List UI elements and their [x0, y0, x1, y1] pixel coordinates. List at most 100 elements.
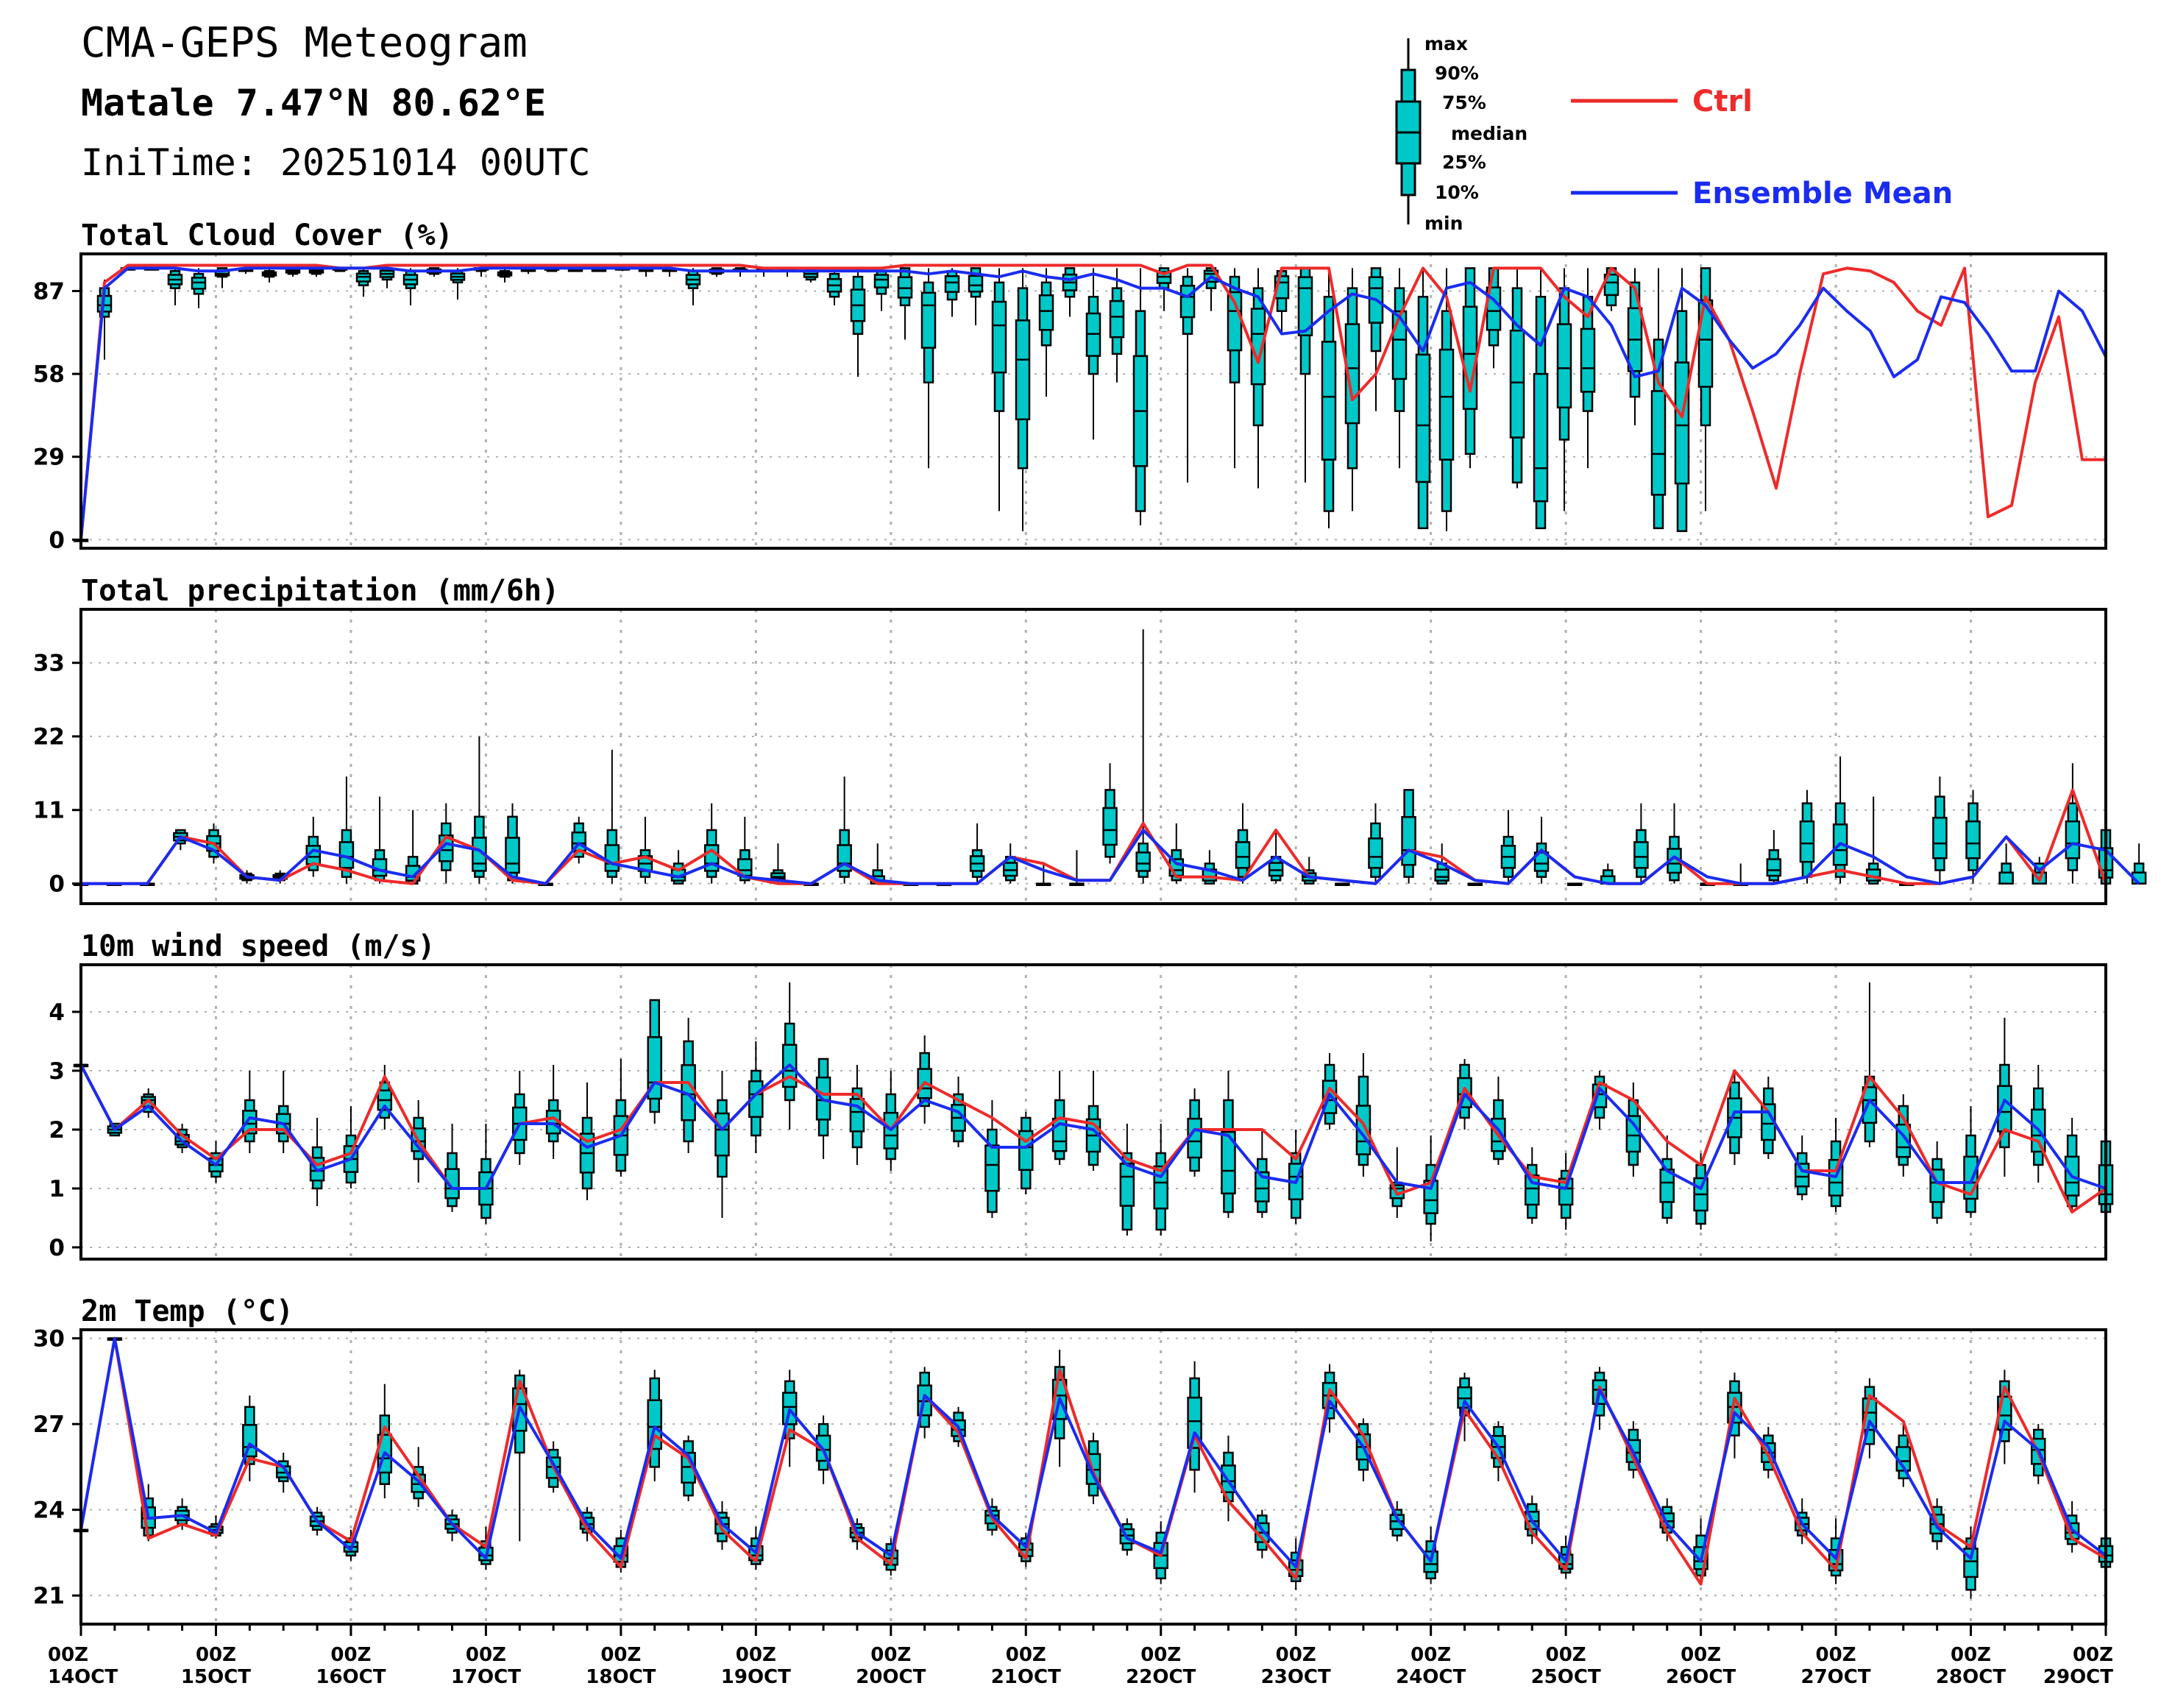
box-plot — [1119, 1124, 1135, 1236]
box-plot — [1998, 843, 2014, 885]
box-plot — [2064, 1118, 2080, 1212]
box-inner — [1235, 841, 1251, 869]
box-plot — [1533, 268, 1549, 530]
box-plot — [850, 268, 866, 377]
box-plot — [1102, 763, 1118, 864]
x-tick-label-time: 00Z — [1816, 1644, 1856, 1666]
box-inner — [1438, 348, 1455, 461]
box-plot — [781, 982, 798, 1130]
box-plot — [1355, 1053, 1372, 1177]
box-plot — [1002, 843, 1018, 884]
box-inner — [444, 1168, 460, 1200]
box-plot — [1069, 850, 1085, 886]
box-inner — [1674, 361, 1690, 485]
box-inner — [1434, 868, 1449, 882]
y-tick-label: 22 — [33, 724, 65, 751]
x-tick-label-date: 27OCT — [1801, 1666, 1871, 1688]
box-plot — [1288, 1130, 1304, 1224]
legend-p10: 10% — [1435, 182, 1479, 203]
y-tick-label: 24 — [33, 1498, 65, 1524]
box-inner — [1255, 1171, 1270, 1202]
box-inner — [1344, 323, 1360, 425]
panel-title: Total precipitation (mm/6h) — [81, 574, 559, 608]
box-inner — [1109, 300, 1125, 339]
box-plot — [1415, 268, 1431, 530]
x-tick-label-date: 14OCT — [48, 1666, 118, 1688]
x-tick-label-date: 19OCT — [721, 1666, 791, 1688]
legend-max: max — [1424, 33, 1468, 54]
panel-title: 10m wind speed (m/s) — [81, 929, 436, 963]
box-plot — [450, 268, 466, 300]
legend-median: median — [1451, 123, 1527, 144]
box-plot — [1580, 268, 1596, 469]
box-inner — [1965, 820, 1981, 860]
box-inner — [1135, 851, 1151, 872]
legend-min: min — [1424, 213, 1463, 234]
box-plot — [1486, 267, 1502, 369]
x-tick-label-date: 23OCT — [1261, 1666, 1331, 1688]
box-inner — [991, 300, 1007, 374]
x-tick-label-time: 00Z — [870, 1644, 911, 1666]
y-tick-label: 21 — [33, 1583, 65, 1609]
x-tick-label-date: 25OCT — [1531, 1666, 1601, 1688]
box-plot — [1179, 268, 1196, 483]
box-plot — [1509, 268, 1525, 489]
box-plot — [1566, 882, 1583, 886]
x-tick-label-time: 00Z — [1951, 1644, 1991, 1666]
box-plot — [497, 268, 513, 283]
box-plot — [338, 776, 355, 884]
box-plot — [512, 1071, 528, 1165]
box-plot — [1297, 267, 1313, 483]
box-plot — [1556, 268, 1572, 511]
panel-2: Total precipitation (mm/6h) 0 11 22 33 — [33, 574, 2147, 905]
box-plot — [1862, 982, 1878, 1147]
box-plot — [1132, 268, 1149, 525]
box-inner — [1221, 1130, 1236, 1195]
box-plot — [883, 1071, 899, 1171]
box-plot — [1693, 1518, 1708, 1581]
box-plot — [968, 267, 984, 326]
box-inner — [1580, 327, 1596, 393]
box-plot — [1221, 1071, 1236, 1218]
box-inner — [1015, 319, 1031, 421]
box-plot — [1932, 776, 1948, 884]
box-plot — [402, 268, 419, 305]
x-tick-label-date: 18OCT — [586, 1666, 656, 1688]
box-plot — [917, 1035, 932, 1124]
box-inner — [1766, 858, 1782, 877]
box-plot — [1153, 1124, 1168, 1236]
box-plot — [1187, 1361, 1202, 1493]
legend-p90: 90% — [1435, 63, 1479, 84]
box-plot — [1250, 268, 1266, 489]
box-inner — [968, 274, 984, 293]
box-plot — [1467, 882, 1483, 886]
x-axis: 00Z14OCT00Z15OCT00Z16OCT00Z17OCT00Z18OCT… — [48, 1624, 2113, 1688]
box-plot — [770, 843, 786, 884]
box-plot — [681, 1018, 696, 1153]
box-inner — [1179, 285, 1196, 319]
panel-3: 10m wind speed (m/s) 0 1 2 3 4 — [49, 929, 2114, 1261]
box-plot — [1525, 1147, 1540, 1224]
x-tick-label-time: 00Z — [736, 1644, 776, 1666]
box-inner — [920, 291, 937, 349]
box-plot — [2065, 763, 2081, 884]
y-tick-label: 0 — [49, 1235, 65, 1261]
box-inner — [1625, 1115, 1642, 1153]
box-plot — [1321, 268, 1337, 528]
panel-title: Total Cloud Cover (%) — [81, 219, 453, 252]
ctrl-legend-label: Ctrl — [1692, 85, 1753, 118]
box-inner — [984, 1144, 1000, 1192]
box-inner — [944, 275, 960, 293]
box-plot — [167, 268, 183, 305]
box-plot — [703, 803, 720, 884]
box-inner — [1102, 807, 1118, 846]
x-tick-label-time: 00Z — [2073, 1644, 2113, 1666]
y-tick-label: 3 — [49, 1058, 65, 1085]
y-tick-label: 4 — [49, 999, 65, 1026]
init-time-label: IniTime: 20251014 00UTC — [81, 141, 590, 184]
ensemble-mean-line — [81, 829, 2140, 885]
box-plot — [545, 1065, 561, 1159]
panel-1: Total Cloud Cover (%) 0 29 58 87 — [33, 219, 2107, 553]
box-plot — [1401, 789, 1416, 884]
x-tick-label-time: 00Z — [330, 1644, 371, 1666]
